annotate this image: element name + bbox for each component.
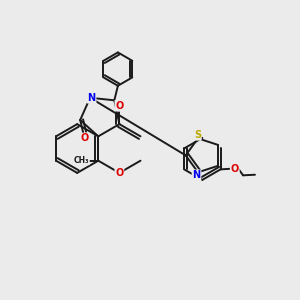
- Text: N: N: [192, 170, 201, 180]
- Text: N: N: [88, 93, 96, 103]
- Text: CH₃: CH₃: [74, 156, 89, 165]
- Text: O: O: [115, 169, 124, 178]
- Text: O: O: [231, 164, 239, 174]
- Text: S: S: [194, 130, 201, 140]
- Text: O: O: [80, 134, 89, 143]
- Text: O: O: [115, 101, 124, 111]
